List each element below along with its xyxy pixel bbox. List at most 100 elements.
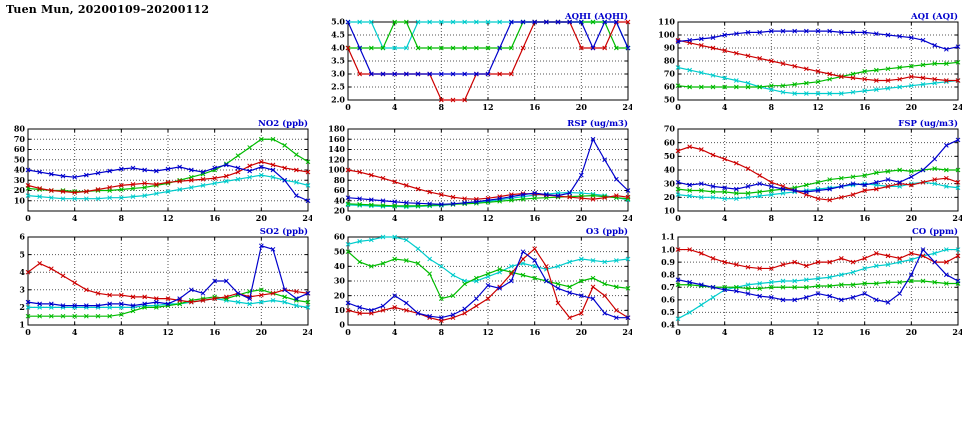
series-markers-green [675, 166, 961, 196]
y-tick-label: 70 [664, 69, 676, 79]
series-markers-cyan [345, 234, 631, 284]
y-tick-label: 100 [658, 30, 675, 40]
chart-title-no2: NO2 (ppb) [258, 118, 308, 129]
y-tick-label: 0.9 [661, 257, 675, 267]
series-line-cyan [677, 248, 958, 320]
y-tick-label: 5 [19, 249, 25, 259]
y-tick-label: 20 [334, 206, 346, 216]
y-tick-label: 3.0 [331, 69, 345, 79]
x-tick-label: 16 [529, 327, 541, 337]
y-tick-label: 0.7 [661, 282, 675, 292]
y-tick-label: 4 [19, 267, 25, 277]
x-tick-label: 8 [119, 327, 125, 337]
series-markers-green [675, 278, 961, 291]
y-tick-label: 80 [334, 175, 346, 185]
x-tick-label: 4 [72, 327, 78, 337]
x-tick-label: 4 [72, 213, 78, 223]
y-tick-label: 4.5 [331, 30, 345, 40]
y-tick-label: 1.1 [661, 232, 675, 242]
chart-title-o3: O3 (ppb) [586, 226, 628, 237]
y-tick-label: 50 [664, 151, 676, 161]
x-tick-label: 20 [256, 213, 268, 223]
x-tick-label: 16 [859, 213, 871, 223]
chart-rsp: 0 4 8 12 16 20 24 20 40 60 80 100 120 140 160 180 RSP (u… [322, 118, 632, 225]
y-tick-label: 80 [664, 56, 676, 66]
x-tick-label: 24 [622, 102, 632, 112]
x-tick-label: 4 [392, 213, 398, 223]
x-tick-label: 24 [302, 213, 312, 223]
x-tick-label: 20 [576, 102, 588, 112]
x-tick-label: 8 [769, 102, 775, 112]
x-tick-label: 24 [622, 213, 632, 223]
x-tick-label: 12 [812, 102, 823, 112]
x-tick-label: 0 [25, 327, 31, 337]
y-tick-label: 60 [14, 144, 26, 154]
chart-aqi: 0 4 8 12 16 20 24 50 60 70 80 90 100 110 AQI (AQI) [652, 11, 962, 114]
y-tick-label: 1.0 [661, 244, 675, 254]
series-markers-red [675, 144, 961, 203]
series-markers-red [675, 37, 961, 83]
x-tick-label: 0 [675, 213, 681, 223]
y-tick-label: 0 [339, 320, 345, 330]
y-tick-label: 70 [664, 124, 676, 134]
series-markers-blue [25, 162, 311, 204]
x-tick-label: 0 [675, 102, 681, 112]
x-tick-label: 24 [952, 213, 962, 223]
x-tick-label: 0 [345, 102, 351, 112]
y-tick-label: 180 [328, 124, 345, 134]
chart-canvas-co: 0 4 8 12 16 20 24 0.4 0.5 0.6 0.7 0.8 0.9 1.0 1.1 CO (p… [661, 226, 962, 337]
chart-title-rsp: RSP (ug/m3) [567, 118, 628, 129]
y-tick-label: 2.0 [331, 95, 345, 105]
x-tick-label: 16 [529, 102, 541, 112]
series-markers-blue [675, 28, 961, 52]
y-tick-label: 80 [14, 124, 26, 134]
y-tick-label: 50 [664, 95, 676, 105]
chart-title-so2: SO2 (ppb) [260, 226, 308, 237]
x-tick-label: 4 [392, 327, 398, 337]
x-tick-label: 20 [906, 213, 918, 223]
chart-canvas-aqhi: 0 4 8 12 16 20 24 2.0 2.5 3.0 3.5 4.0 4.5 5.0 AQHI (AQ… [331, 11, 632, 112]
y-tick-label: 0.4 [661, 320, 675, 330]
chart-so2: 0 4 8 12 16 20 24 1 2 3 4 5 6 SO2 (ppb) [2, 226, 312, 339]
y-tick-label: 40 [334, 261, 346, 271]
x-tick-label: 8 [769, 213, 775, 223]
x-tick-label: 12 [482, 102, 493, 112]
chart-co: 0 4 8 12 16 20 24 0.4 0.5 0.6 0.7 0.8 0.9 1.0 1.1 CO (p… [652, 226, 962, 339]
y-tick-label: 20 [334, 290, 346, 300]
series-markers-green [25, 287, 311, 319]
y-tick-label: 50 [14, 154, 26, 164]
chart-no2: 0 4 8 12 16 20 24 10 20 30 40 50 60 70 80 NO2 (ppb) [2, 118, 312, 225]
series-markers-blue [675, 247, 961, 305]
x-tick-label: 0 [675, 327, 681, 337]
series-markers-blue [345, 249, 631, 321]
y-tick-label: 3.5 [331, 56, 345, 66]
series-markers-blue [675, 137, 961, 195]
x-tick-label: 24 [952, 327, 962, 337]
chart-o3: 0 4 8 12 16 20 24 0 10 20 30 40 50 60 O3 (ppb) [322, 226, 632, 339]
y-tick-label: 30 [14, 175, 26, 185]
x-tick-label: 8 [439, 327, 445, 337]
y-tick-label: 50 [334, 246, 346, 256]
x-tick-label: 0 [345, 213, 351, 223]
chart-title-co: CO (ppm) [912, 226, 958, 237]
x-tick-label: 24 [952, 102, 962, 112]
y-tick-label: 20 [664, 192, 676, 202]
x-tick-label: 12 [482, 213, 493, 223]
y-tick-label: 70 [14, 134, 26, 144]
y-tick-label: 100 [328, 165, 345, 175]
y-tick-label: 40 [334, 195, 346, 205]
x-tick-label: 12 [162, 213, 173, 223]
chart-title-aqhi: AQHI (AQHI) [564, 11, 628, 22]
y-tick-label: 0.5 [661, 307, 675, 317]
chart-canvas-o3: 0 4 8 12 16 20 24 0 10 20 30 40 50 60 O3 (ppb) [334, 226, 632, 337]
x-tick-label: 24 [622, 327, 632, 337]
y-tick-label: 30 [334, 276, 346, 286]
series-line-green [677, 61, 959, 88]
series-markers-red [345, 167, 631, 202]
series-markers-red [345, 246, 631, 323]
series-markers-green [675, 59, 961, 90]
chart-canvas-aqi: 0 4 8 12 16 20 24 50 60 70 80 90 100 110 AQI (AQI) [658, 11, 962, 112]
x-tick-label: 8 [769, 327, 775, 337]
